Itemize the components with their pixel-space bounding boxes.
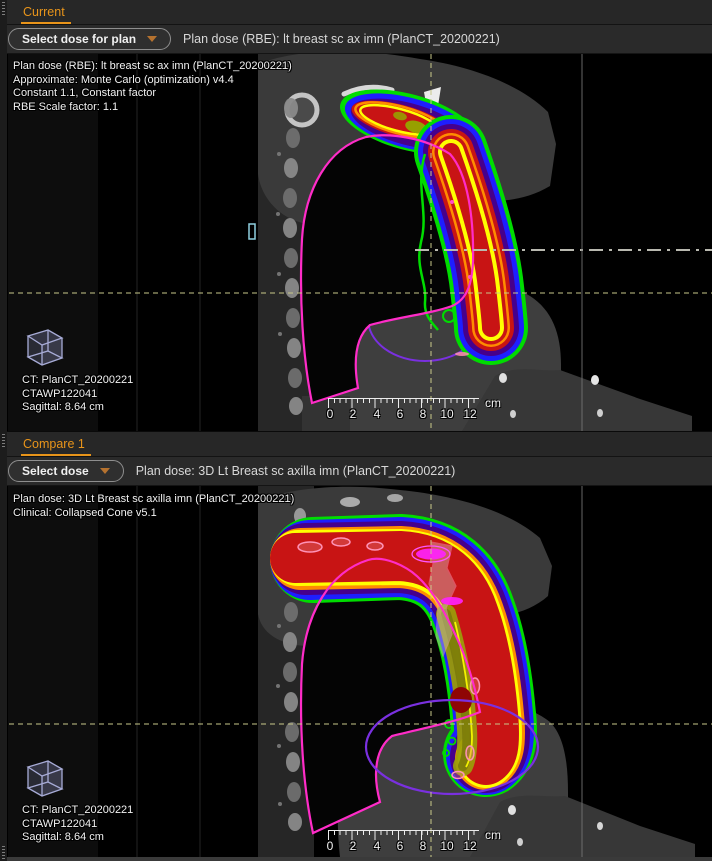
select-dose-button[interactable]: Select dose [8, 460, 124, 482]
ct-series-info: CT: PlanCT_20200221 CTAWP122041 Sagittal… [22, 804, 134, 843]
current-tabbar: Current [0, 0, 712, 25]
dropdown-arrow-icon [99, 468, 110, 474]
current-ct-image [0, 54, 712, 431]
scale-ruler-labels: 0 2 4 6 8 10 12 [326, 839, 477, 853]
dropdown-arrow-icon [147, 36, 158, 42]
orientation-cube-icon [26, 329, 64, 366]
lung-contour [299, 134, 475, 405]
bottom-strip [0, 857, 712, 861]
compare-toolbar: Select dose Plan dose: 3D Lt Breast sc a… [0, 457, 712, 486]
scale-ruler-labels: 0 2 4 6 8 10 12 [326, 407, 477, 421]
crosshair [0, 54, 712, 431]
compare-ct-viewport[interactable]: Plan dose: 3D Lt Breast sc axilla imn (P… [0, 486, 712, 857]
tab-compare-1[interactable]: Compare 1 [21, 434, 91, 456]
compare-plan-dose-title: Plan dose: 3D Lt Breast sc axilla imn (P… [135, 464, 456, 478]
scale-ruler [328, 398, 479, 408]
heart-contour [364, 698, 540, 796]
scale-ruler-unit: cm [485, 828, 501, 842]
orientation-cube-icon [26, 760, 64, 797]
ct-series-info: CT: PlanCT_20200221 CTAWP122041 Sagittal… [22, 374, 134, 413]
left-splitter[interactable] [0, 0, 7, 861]
select-dose-label: Select dose [22, 464, 89, 478]
scale-ruler [328, 830, 479, 840]
dose-wash [339, 89, 528, 365]
select-dose-for-plan-button[interactable]: Select dose for plan [8, 28, 172, 50]
select-dose-for-plan-label: Select dose for plan [22, 32, 137, 46]
current-toolbar: Select dose for plan Plan dose (RBE): lt… [0, 25, 712, 54]
scale-ruler-unit: cm [485, 396, 501, 410]
current-plan-dose-title: Plan dose (RBE): lt breast sc ax imn (Pl… [183, 32, 500, 46]
dose-overlay-info: Plan dose: 3D Lt Breast sc axilla imn (P… [13, 493, 295, 519]
crosshair [0, 486, 712, 857]
tab-current[interactable]: Current [21, 2, 71, 24]
compare-tabbar: Compare 1 [0, 431, 712, 457]
dose-overlay-info: Plan dose (RBE): lt breast sc ax imn (Pl… [13, 60, 292, 113]
current-ct-viewport[interactable]: Plan dose (RBE): lt breast sc ax imn (Pl… [0, 54, 712, 431]
lung-contour [299, 557, 482, 835]
poi-marker [248, 223, 256, 240]
compare-ct-image [0, 486, 712, 857]
dose-wash [270, 513, 537, 797]
